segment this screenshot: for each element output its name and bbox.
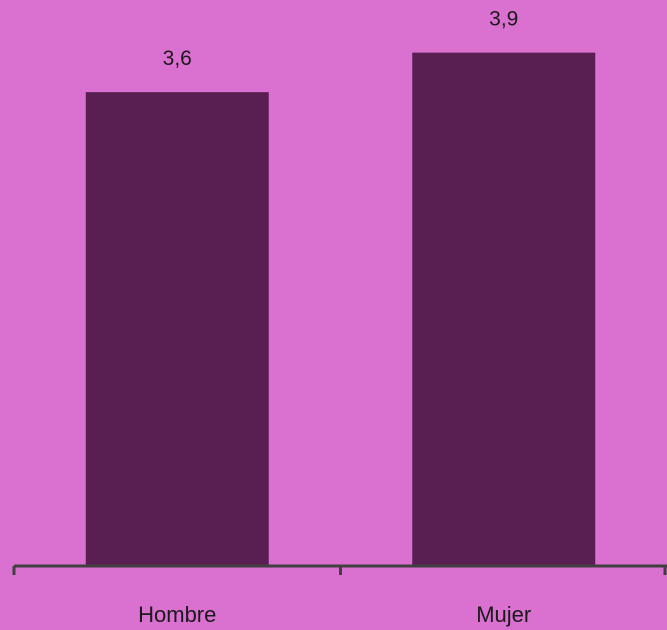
bars-layer <box>85 52 596 567</box>
value-labels-layer: 3,6 3,9 <box>163 8 519 70</box>
category-labels-layer: Hombre Mujer <box>138 602 531 627</box>
x-axis <box>12 564 667 575</box>
tick-label-hombre: Hombre <box>138 602 216 627</box>
bar-hombre <box>85 92 269 567</box>
data-label-hombre: 3,6 <box>163 47 192 70</box>
tick-label-mujer: Mujer <box>476 602 531 627</box>
data-label-mujer: 3,9 <box>489 8 518 31</box>
bar-mujer <box>412 52 596 566</box>
